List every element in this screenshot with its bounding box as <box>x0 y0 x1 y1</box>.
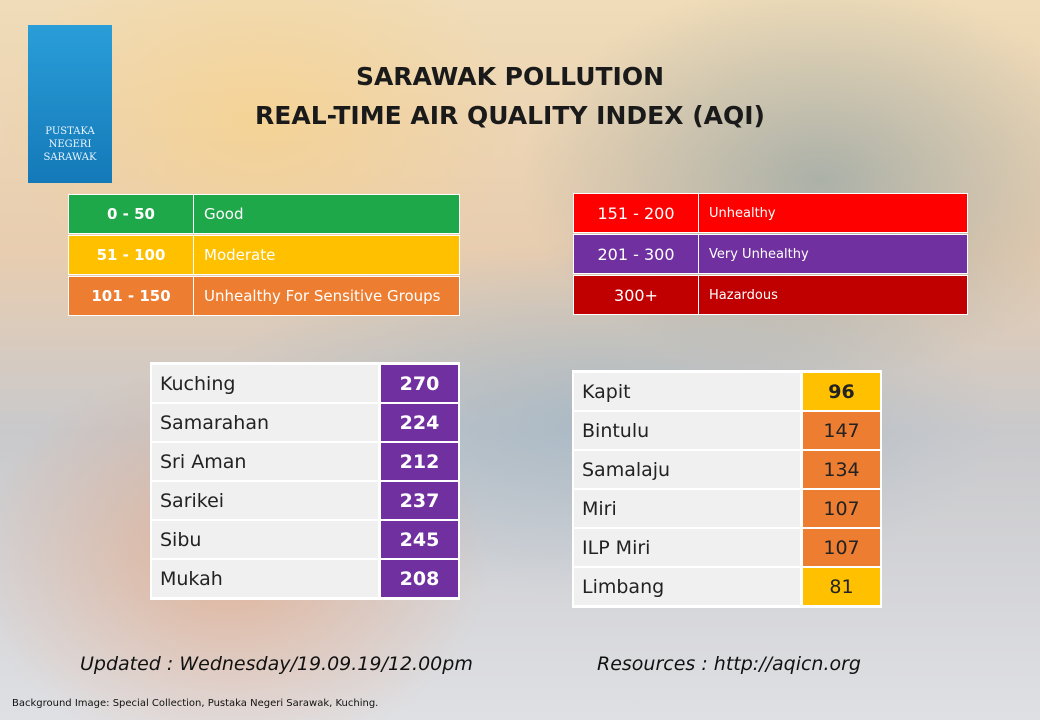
aqi-value: 96 <box>803 373 880 410</box>
aqi-value: 245 <box>381 521 458 558</box>
city: Samalaju <box>574 451 800 488</box>
city-row: Limbang 81 <box>574 567 880 606</box>
city: Kuching <box>152 365 378 402</box>
city-row: Mukah 208 <box>152 559 458 598</box>
city-table: Kapit 96 Bintulu 147 Samalaju 134 Miri 107 ILP M… <box>572 370 882 608</box>
city-row: Miri 107 <box>574 489 880 528</box>
category: Hazardous <box>709 287 778 303</box>
legend-row: 201 - 300 Very Unhealthy <box>573 234 968 274</box>
resources: Resources : http://aqicn.org <box>597 653 861 675</box>
legend-row: 300+ Hazardous <box>573 275 968 315</box>
range: 51 - 100 <box>69 236 194 274</box>
range: 201 - 300 <box>574 235 699 273</box>
aqi-value: 224 <box>381 404 458 441</box>
aqi-value: 270 <box>381 365 458 402</box>
legend-row: 51 - 100 Moderate <box>68 235 460 275</box>
category: Good <box>204 205 244 223</box>
aqi-value: 237 <box>381 482 458 519</box>
range: 101 - 150 <box>69 277 194 315</box>
logo: PUSTAKA NEGERI SARAWAK <box>28 25 112 183</box>
city-table: Kuching 270 Samarahan 224 Sri Aman 212 Sarikei… <box>150 362 460 600</box>
city-row: ILP Miri 107 <box>574 528 880 567</box>
aqi-value: 212 <box>381 443 458 480</box>
city-row: Kuching 270 <box>152 364 458 403</box>
city-row: Samalaju 134 <box>574 450 880 489</box>
category: Very Unhealthy <box>709 246 809 262</box>
city: Samarahan <box>152 404 378 441</box>
category: Moderate <box>204 246 276 264</box>
range: 151 - 200 <box>574 194 699 232</box>
legend-row: 0 - 50 Good <box>68 194 460 234</box>
range: 0 - 50 <box>69 195 194 233</box>
aqi-value: 134 <box>803 451 880 488</box>
category: Unhealthy For Sensitive Groups <box>204 287 441 305</box>
legend: 151 - 200 Unhealthy 201 - 300 Very Unhealth… <box>573 193 968 315</box>
aqi-value: 147 <box>803 412 880 449</box>
title: REAL-TIME AIR QUALITY INDEX (AQI) <box>255 101 765 130</box>
city: Limbang <box>574 568 800 605</box>
aqi-value: 81 <box>803 568 880 605</box>
city: Sri Aman <box>152 443 378 480</box>
aqi-value: 208 <box>381 560 458 597</box>
city-row: Samarahan 224 <box>152 403 458 442</box>
city: Sibu <box>152 521 378 558</box>
city: Bintulu <box>574 412 800 449</box>
range: 300+ <box>574 276 699 314</box>
aqi-value: 107 <box>803 490 880 527</box>
legend: 0 - 50 Good 51 - 100 Moderate 101 - 150 Unhea… <box>68 194 460 316</box>
updated: Updated : Wednesday/19.09.19/12.00pm <box>80 653 473 675</box>
city: Kapit <box>574 373 800 410</box>
city-row: Sarikei 237 <box>152 481 458 520</box>
logo-text: NEGERI <box>48 139 92 150</box>
legend-row: 151 - 200 Unhealthy <box>573 193 968 233</box>
city: Sarikei <box>152 482 378 519</box>
aqi-value: 107 <box>803 529 880 566</box>
category: Unhealthy <box>709 205 776 221</box>
title: SARAWAK POLLUTION <box>355 62 665 91</box>
logo-text: PUSTAKA <box>45 126 95 137</box>
city: Mukah <box>152 560 378 597</box>
logo-text: SARAWAK <box>43 152 97 163</box>
city: Miri <box>574 490 800 527</box>
legend-row: 101 - 150 Unhealthy For Sensitive Groups <box>68 276 460 316</box>
city-row: Sri Aman 212 <box>152 442 458 481</box>
city-row: Sibu 245 <box>152 520 458 559</box>
city-row: Kapit 96 <box>574 372 880 411</box>
city-row: Bintulu 147 <box>574 411 880 450</box>
city: ILP Miri <box>574 529 800 566</box>
credit: Background Image: Special Collection, Pu… <box>12 698 379 709</box>
